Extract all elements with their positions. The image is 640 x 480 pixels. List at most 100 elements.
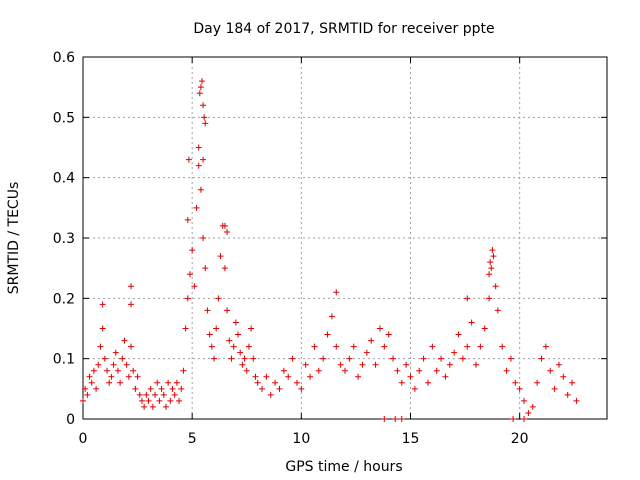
data-point xyxy=(468,319,475,326)
data-point xyxy=(263,373,270,380)
data-point xyxy=(252,373,259,380)
data-point xyxy=(512,379,519,386)
data-point xyxy=(108,373,115,380)
data-point xyxy=(110,361,117,368)
data-point xyxy=(438,355,445,362)
data-point xyxy=(202,120,209,127)
data-point xyxy=(525,409,532,416)
data-points xyxy=(80,78,580,422)
data-point xyxy=(481,325,488,332)
data-point xyxy=(376,325,383,332)
data-point xyxy=(88,379,95,386)
data-point xyxy=(114,367,121,374)
data-point xyxy=(473,361,479,368)
data-point xyxy=(342,367,348,374)
data-point xyxy=(95,361,102,368)
data-point xyxy=(542,343,549,350)
data-point xyxy=(224,307,231,314)
data-point xyxy=(573,397,580,404)
data-point xyxy=(333,289,340,296)
data-point xyxy=(503,367,510,374)
data-point xyxy=(165,379,172,386)
data-point xyxy=(555,361,562,368)
data-point xyxy=(93,385,100,392)
data-point xyxy=(416,367,423,374)
data-point xyxy=(521,397,528,404)
data-point xyxy=(569,379,576,386)
data-point xyxy=(385,331,392,338)
data-point xyxy=(394,367,401,374)
data-point xyxy=(328,313,335,320)
data-point xyxy=(80,397,86,404)
data-point xyxy=(538,355,545,362)
data-point xyxy=(149,403,156,410)
chart-title: Day 184 of 2017, SRMTID for receiver ppt… xyxy=(193,21,494,37)
data-point xyxy=(239,361,246,368)
data-point xyxy=(204,307,211,314)
data-point xyxy=(173,379,180,386)
y-tick-label: 0 xyxy=(66,412,75,428)
x-axis-label: GPS time / hours xyxy=(285,459,402,475)
data-point xyxy=(307,373,314,380)
data-point xyxy=(420,355,427,362)
data-point xyxy=(516,385,523,392)
data-point xyxy=(560,373,567,380)
data-point xyxy=(403,361,410,368)
data-point xyxy=(128,301,135,308)
x-tick-label: 0 xyxy=(79,431,88,447)
data-point xyxy=(320,355,327,362)
data-point xyxy=(224,228,231,235)
data-point xyxy=(446,361,453,368)
y-tick-label: 0.4 xyxy=(53,171,75,187)
data-point xyxy=(363,349,370,356)
data-point xyxy=(486,271,493,278)
data-point xyxy=(221,265,228,272)
data-point xyxy=(152,391,159,398)
data-point xyxy=(372,361,379,368)
data-point xyxy=(464,295,471,302)
data-point xyxy=(398,416,405,422)
data-point xyxy=(128,283,135,290)
data-point xyxy=(82,385,89,392)
data-point xyxy=(490,253,497,260)
data-point xyxy=(315,367,322,374)
data-point xyxy=(433,367,440,374)
data-point xyxy=(333,343,340,350)
data-point xyxy=(117,379,124,386)
data-point xyxy=(245,343,252,350)
data-point xyxy=(293,379,300,386)
data-point xyxy=(90,367,97,374)
y-tick-label: 0.2 xyxy=(53,291,75,307)
data-point xyxy=(442,373,449,380)
data-point xyxy=(141,403,148,410)
data-point xyxy=(200,235,207,241)
data-point xyxy=(128,343,135,350)
data-point xyxy=(143,391,150,398)
data-point xyxy=(84,391,91,398)
data-point xyxy=(381,343,388,350)
data-point xyxy=(196,90,203,97)
y-tick-label: 0.1 xyxy=(53,352,75,368)
data-point xyxy=(200,102,207,109)
data-point xyxy=(355,373,362,380)
y-tick-label: 0.3 xyxy=(53,231,75,247)
data-point xyxy=(267,391,274,398)
data-point xyxy=(158,385,165,392)
data-point xyxy=(185,156,192,163)
data-point xyxy=(208,343,215,350)
data-point xyxy=(311,343,318,350)
data-point xyxy=(101,355,108,362)
data-point xyxy=(195,144,202,151)
data-point xyxy=(298,385,305,392)
data-point xyxy=(398,379,405,386)
data-point xyxy=(97,343,104,350)
data-point xyxy=(464,343,471,350)
data-point xyxy=(411,385,418,392)
data-point xyxy=(202,265,209,272)
data-point xyxy=(390,355,397,362)
data-point xyxy=(180,367,187,374)
data-point xyxy=(182,325,189,332)
data-point xyxy=(241,355,248,362)
data-point xyxy=(147,385,154,392)
data-point xyxy=(184,216,191,223)
